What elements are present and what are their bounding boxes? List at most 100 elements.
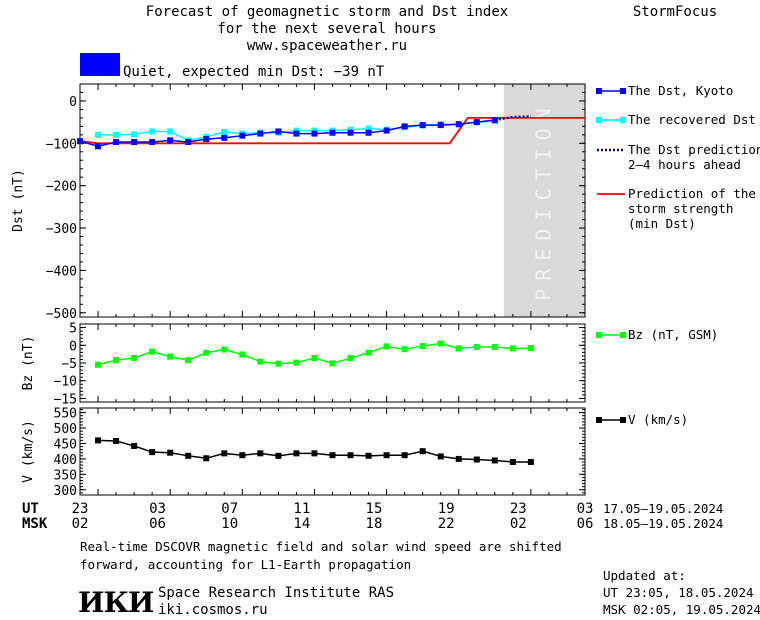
footer-note-1: Real-time DSCOVR magnetic field and sola…	[80, 539, 562, 554]
recovered-dst-line-point	[131, 131, 138, 138]
kyoto-dst-line-point	[329, 129, 336, 136]
v-line-point	[401, 452, 408, 459]
msk-tick-label: 10	[221, 516, 238, 532]
v-line-point	[419, 448, 426, 455]
kyoto-dst-line-point	[401, 123, 408, 130]
ut-tick-label: 03	[577, 501, 594, 517]
legend-v: V (km/s)	[628, 412, 688, 427]
y-tick-label: 550	[54, 407, 77, 422]
v-line-point	[509, 458, 516, 465]
bz-line-point	[239, 351, 246, 358]
v-line-point	[239, 452, 246, 459]
dst-legend: The Dst, Kyoto The recovered Dst The Dst…	[596, 83, 760, 231]
msk-tick-label: 22	[438, 516, 455, 532]
title-line1: Forecast of geomagnetic storm and Dst in…	[146, 4, 508, 20]
kyoto-dst-line-point	[473, 119, 480, 126]
y-tick-label: −15	[54, 392, 77, 407]
v-line-point	[203, 455, 210, 462]
footer-note-2: forward, accounting for L1-Earth propaga…	[80, 557, 411, 572]
kyoto-dst-line-point	[113, 139, 120, 146]
recovered-dst-line-point	[167, 128, 174, 135]
y-axis-label: Dst (nT)	[11, 169, 26, 232]
kyoto-dst-line-point	[95, 143, 102, 150]
status-color-box	[80, 53, 120, 76]
updated-label: Updated at:	[603, 568, 686, 583]
v-line-point	[293, 450, 300, 457]
legend-storm-1: Prediction of the	[628, 186, 756, 201]
bz-legend: Bz (nT, GSM)	[596, 327, 718, 342]
v-line-point	[95, 437, 102, 444]
msk-tick-label: 02	[510, 516, 527, 532]
y-tick-label: −100	[46, 137, 77, 152]
y-axis-label: V (km/s)	[21, 420, 36, 483]
brand-name: StormFocus	[633, 4, 717, 20]
bz-line-point	[221, 346, 228, 353]
kyoto-dst-line-point	[311, 130, 318, 137]
v-line-point	[149, 449, 156, 456]
dst-panel: PREDICTION 0 −100 −200 −300 −400 −500 Dst (nT)	[11, 83, 586, 322]
v-line-point	[383, 452, 390, 459]
y-tick-label: 0	[69, 339, 77, 354]
bz-line-point	[527, 345, 534, 352]
bz-line-point	[149, 348, 156, 355]
bz-line-point	[185, 357, 192, 364]
msk-tick-label: 06	[577, 516, 594, 532]
institute-site[interactable]: iki.cosmos.ru	[158, 602, 268, 618]
legend-storm-3: (min Dst)	[628, 216, 696, 231]
recovered-dst-line-point	[221, 128, 228, 135]
ut-tick-label: 23	[72, 501, 89, 517]
legend-recovered-marker	[596, 117, 602, 123]
ut-tick-label: 07	[221, 501, 238, 517]
bz-line-point	[257, 358, 264, 365]
legend-prediction-1: The Dst prediction	[628, 142, 760, 157]
kyoto-dst-line-point	[239, 132, 246, 139]
y-tick-label: 350	[54, 468, 77, 483]
v-line-point	[455, 455, 462, 462]
recovered-dst-line-point	[95, 131, 102, 138]
kyoto-dst-line-point	[347, 129, 354, 136]
v-line-point	[527, 458, 534, 465]
bz-line-point	[509, 345, 516, 352]
bz-line-point	[275, 360, 282, 367]
v-line-point	[131, 442, 138, 449]
bz-line	[97, 342, 531, 366]
legend-v-marker	[596, 417, 602, 423]
v-line-point	[347, 452, 354, 459]
y-axis-label: Bz (nT)	[21, 336, 36, 391]
institute-name: Space Research Institute RAS	[158, 585, 394, 601]
bz-line-point	[131, 355, 138, 362]
bz-line-point	[293, 359, 300, 366]
kyoto-dst-line-point	[257, 130, 264, 137]
v-line-point	[473, 456, 480, 463]
legend-kyoto: The Dst, Kyoto	[628, 83, 733, 98]
msk-label: MSK	[22, 516, 48, 532]
v-line-point	[113, 438, 120, 445]
bz-panel: 5 0 −5 −10 −15 Bz (nT)	[21, 322, 586, 407]
kyoto-dst-line-point	[365, 129, 372, 136]
msk-tick-label: 02	[72, 516, 89, 532]
legend-recovered: The recovered Dst	[628, 112, 756, 127]
ut-label: UT	[22, 501, 39, 517]
title-line2: for the next several hours	[217, 21, 436, 37]
v-line-point	[329, 452, 336, 459]
v-line-point	[365, 452, 372, 459]
y-tick-label: 500	[54, 422, 77, 437]
legend-storm-2: storm strength	[628, 201, 733, 216]
kyoto-dst-line-point	[149, 139, 156, 146]
prediction-label: PREDICTION	[531, 100, 555, 300]
ut-tick-label: 15	[366, 501, 383, 517]
y-tick-label: 300	[54, 484, 77, 499]
ut-date-range: 17.05–19.05.2024	[603, 501, 723, 516]
recovered-dst-line-point	[149, 128, 156, 135]
bz-line-point	[347, 355, 354, 362]
v-line-point	[491, 457, 498, 464]
bz-line-point	[491, 344, 498, 351]
site-url: www.spaceweather.ru	[247, 38, 407, 54]
v-line-point	[185, 452, 192, 459]
updated-ut: UT 23:05, 18.05.2024	[603, 585, 754, 600]
kyoto-dst-line-point	[77, 138, 83, 145]
kyoto-dst-line	[79, 119, 495, 148]
kyoto-dst-line-point	[383, 127, 390, 134]
